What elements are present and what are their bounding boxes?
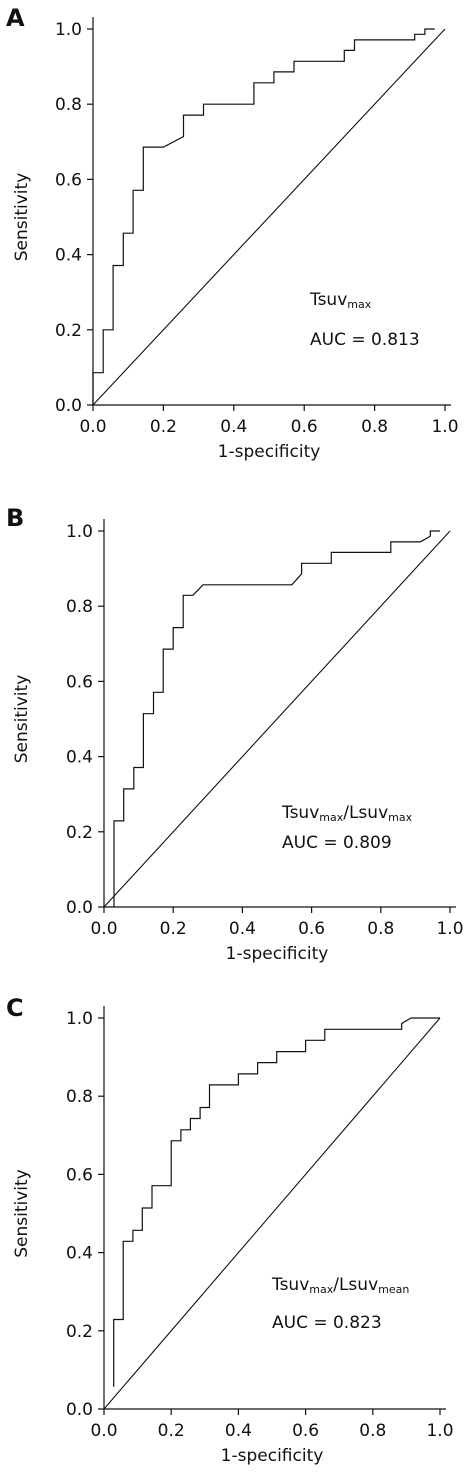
y-tick-label: 0.6 xyxy=(66,672,93,692)
x-tick-label: 0.0 xyxy=(79,417,106,437)
y-tick-label: 0.0 xyxy=(66,898,93,918)
panel-letter-c: C xyxy=(6,994,24,1022)
metric-suffix-subscript: max xyxy=(388,811,412,824)
x-tick-label: 0.6 xyxy=(292,1421,319,1441)
metric-label: Tsuvmax/Lsuvmax xyxy=(281,803,413,824)
x-tick-label: 0.2 xyxy=(158,1421,185,1441)
y-tick-label: 0.2 xyxy=(55,321,82,341)
metric-suffix: /Lsuv xyxy=(333,1275,378,1295)
roc-chart-a: 0.0 0.2 0.4 0.6 0.8 1.0 0.0 0.2 0.4 0.6 0.8 1.0 1-sp… xyxy=(12,17,459,462)
x-axis-label: 1-specificity xyxy=(221,1446,324,1466)
metric-subscript: max xyxy=(319,811,343,824)
metric-name: Tsuv xyxy=(281,803,319,823)
y-tick-label: 0.4 xyxy=(66,748,93,768)
y-tick-label: 0.8 xyxy=(66,597,93,617)
y-tick-label: 1.0 xyxy=(66,522,93,542)
metric-subscript: max xyxy=(347,298,371,311)
x-tick-label: 0.2 xyxy=(160,919,187,939)
x-tick-label: 0.0 xyxy=(90,919,117,939)
roc-panel-b: B 0.0 0.2 0.4 0.6 0.8 1.0 0.0 0.2 0.4 0.6 0.8 1.0 1-… xyxy=(0,500,472,990)
roc-curve xyxy=(92,28,435,405)
metric-suffix: /Lsuv xyxy=(343,803,388,823)
y-axis-label: Sensitivity xyxy=(12,1169,32,1258)
x-tick-label: 1.0 xyxy=(436,919,463,939)
auc-label: AUC = 0.813 xyxy=(310,330,420,350)
metric-suffix-subscript: mean xyxy=(378,1283,409,1296)
roc-chart-b: 0.0 0.2 0.4 0.6 0.8 1.0 0.0 0.2 0.4 0.6 0.8 1.0 1-sp… xyxy=(12,519,464,964)
auc-label: AUC = 0.809 xyxy=(282,833,392,853)
roc-curve xyxy=(113,530,440,907)
x-tick-label: 0.8 xyxy=(361,417,388,437)
y-tick-label: 0.0 xyxy=(66,1400,93,1420)
y-tick-label: 0.4 xyxy=(66,1244,93,1264)
y-tick-label: 1.0 xyxy=(55,20,82,40)
y-tick-label: 0.0 xyxy=(55,396,82,416)
y-tick-label: 0.6 xyxy=(66,1165,93,1185)
x-tick-label: 1.0 xyxy=(426,1421,453,1441)
x-tick-label: 0.8 xyxy=(367,919,394,939)
x-tick-label: 0.4 xyxy=(225,1421,252,1441)
x-axis-label: 1-specificity xyxy=(226,944,329,964)
y-axis-label: Sensitivity xyxy=(12,675,32,764)
auc-label: AUC = 0.823 xyxy=(272,1313,382,1333)
roc-panel-c: C 0.0 0.2 0.4 0.6 0.8 1.0 0.0 0.2 0.4 0.6 0.8 1.0 1-… xyxy=(0,990,472,1482)
metric-name: Tsuv xyxy=(309,290,347,310)
x-tick-label: 0.2 xyxy=(150,417,177,437)
x-tick-label: 0.8 xyxy=(359,1421,386,1441)
x-tick-label: 0.6 xyxy=(291,417,318,437)
x-tick-label: 1.0 xyxy=(431,417,458,437)
reference-diagonal xyxy=(103,530,451,908)
y-tick-label: 0.4 xyxy=(55,246,82,266)
y-axis-label: Sensitivity xyxy=(12,173,32,262)
x-axis-label: 1-specificity xyxy=(218,442,321,462)
y-tick-label: 0.8 xyxy=(55,95,82,115)
metric-label: Tsuvmax/Lsuvmean xyxy=(271,1275,409,1296)
x-tick-label: 0.4 xyxy=(229,919,256,939)
y-tick-label: 0.2 xyxy=(66,823,93,843)
metric-label: Tsuvmax xyxy=(309,290,372,311)
metric-name: Tsuv xyxy=(271,1275,309,1295)
y-tick-label: 0.6 xyxy=(55,170,82,190)
y-tick-label: 0.8 xyxy=(66,1087,93,1107)
metric-subscript: max xyxy=(309,1283,333,1296)
x-tick-label: 0.0 xyxy=(90,1421,117,1441)
panel-letter-b: B xyxy=(6,504,25,532)
y-tick-label: 0.2 xyxy=(66,1322,93,1342)
y-tick-label: 1.0 xyxy=(66,1009,93,1029)
roc-curve xyxy=(113,1017,440,1387)
x-tick-label: 0.6 xyxy=(298,919,325,939)
panel-letter-a: A xyxy=(6,4,25,32)
roc-panel-a: A 0.0 0.2 0.4 0.6 0.8 1.0 0.0 0.2 0.4 0.6 0.8 1.0 1-… xyxy=(0,0,472,490)
x-tick-label: 0.4 xyxy=(220,417,247,437)
reference-diagonal xyxy=(92,28,446,406)
reference-diagonal xyxy=(103,1017,441,1410)
roc-chart-c: 0.0 0.2 0.4 0.6 0.8 1.0 0.0 0.2 0.4 0.6 0.8 1.0 1-sp… xyxy=(12,1006,454,1466)
